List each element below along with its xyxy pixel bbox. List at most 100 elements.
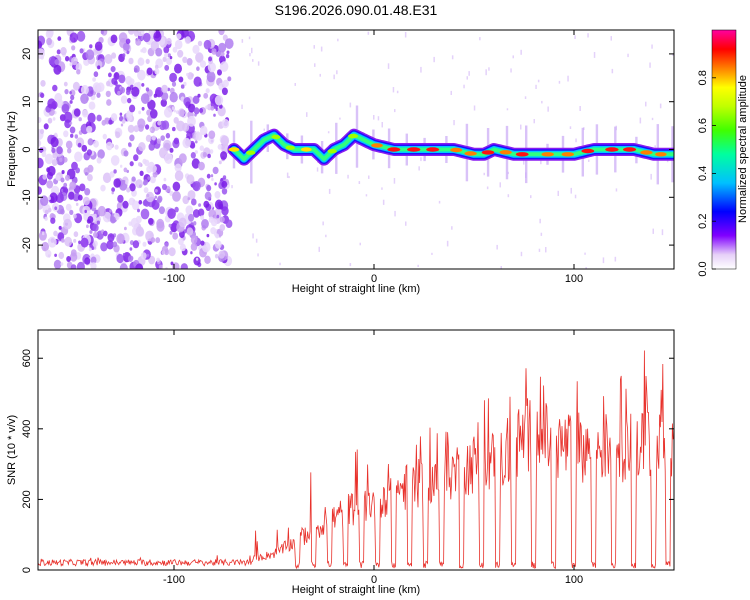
noise-streak: [333, 74, 335, 80]
noise-blob: [226, 50, 230, 55]
ridge-hotspot: [300, 147, 312, 152]
noise-blob: [197, 93, 201, 98]
noise-streak: [451, 226, 453, 230]
noise-blob: [73, 231, 79, 238]
noise-blob: [165, 132, 171, 139]
noise-blob: [47, 98, 56, 109]
noise-streak: [535, 84, 537, 89]
noise-streak: [545, 247, 547, 253]
colorbar-tick-label: 0.2: [697, 214, 709, 229]
noise-blob: [110, 216, 116, 224]
noise-blob: [152, 171, 158, 178]
noise-blob: [39, 147, 44, 153]
noise-streak: [500, 266, 502, 269]
noise-blob: [162, 183, 167, 191]
noise-blob: [62, 188, 66, 193]
noise-blob: [102, 133, 108, 140]
noise-blob: [138, 162, 142, 167]
noise-blob: [137, 57, 145, 66]
colorbar: 0.0 0.2 0.4 0.6 0.8 Normalized spectral ampl…: [697, 29, 749, 277]
noise-blob: [47, 117, 53, 124]
noise-blob: [118, 32, 128, 43]
noise-streak: [507, 194, 510, 198]
noise-blob: [54, 206, 58, 210]
noise-blob: [197, 208, 205, 217]
noise-blob: [218, 160, 222, 165]
noise-blob: [76, 30, 86, 42]
noise-blob: [80, 93, 89, 105]
noise-blob: [111, 77, 118, 85]
noise-streak: [249, 53, 251, 57]
noise-blob: [77, 142, 82, 148]
noise-blob: [74, 151, 83, 162]
noise-blob: [186, 227, 194, 236]
noise-blob: [93, 140, 99, 148]
noise-blob: [92, 77, 96, 82]
noise-blob: [214, 95, 224, 106]
noise-blob: [193, 256, 201, 266]
ridge-hotspot: [348, 133, 358, 139]
noise-blob: [38, 186, 42, 195]
noise-blob: [110, 34, 118, 44]
noise-blob: [129, 183, 136, 192]
noise-blob: [49, 192, 58, 203]
spectrogram-y-label: Frequency (Hz): [6, 111, 18, 187]
noise-blob: [193, 76, 202, 87]
noise-blob: [40, 92, 45, 98]
noise-blob: [149, 126, 155, 134]
noise-blob: [58, 225, 62, 230]
noise-blob: [128, 221, 132, 226]
noise-blob: [161, 84, 169, 94]
noise-blob: [122, 252, 126, 256]
noise-streak: [320, 46, 323, 52]
noise-blob: [52, 84, 58, 92]
noise-blob: [119, 115, 124, 122]
noise-blob: [125, 38, 131, 45]
noise-blob: [70, 264, 77, 269]
noise-blob: [214, 253, 219, 259]
noise-blob: [144, 159, 150, 167]
noise-blob: [206, 173, 211, 179]
noise-blob: [55, 174, 61, 181]
noise-blob: [60, 177, 65, 183]
noise-blob: [119, 263, 128, 269]
noise-blob: [130, 217, 139, 229]
noise-blob: [164, 52, 169, 58]
noise-blob: [46, 37, 52, 46]
noise-blob: [221, 180, 228, 189]
noise-blob: [133, 125, 140, 133]
noise-blob: [148, 217, 154, 225]
noise-blob: [199, 60, 207, 68]
noise-blob: [84, 209, 87, 214]
noise-streak: [506, 108, 509, 111]
noise-streak: [593, 52, 596, 58]
noise-blob: [142, 241, 147, 247]
noise-blob: [86, 224, 89, 229]
noise-blob: [141, 47, 147, 54]
spectrogram-noise-field: [38, 30, 674, 269]
noise-blob: [221, 118, 230, 129]
noise-streak: [392, 87, 395, 93]
noise-blob: [154, 195, 158, 199]
spectrogram-x-label: Height of straight line (km): [292, 283, 420, 295]
noise-blob: [108, 72, 112, 78]
noise-streak: [570, 187, 572, 194]
ridge-hotspot: [464, 151, 477, 156]
noise-blob: [61, 170, 65, 174]
noise-streak: [257, 253, 259, 257]
noise-blob: [194, 150, 198, 154]
noise-streak: [382, 199, 385, 205]
noise-blob: [63, 130, 69, 138]
noise-blob: [44, 153, 54, 165]
noise-blob: [174, 170, 184, 182]
noise-blob: [126, 114, 133, 122]
noise-blob: [143, 180, 147, 186]
noise-blob: [166, 37, 172, 45]
noise-blob: [129, 134, 135, 142]
noise-blob: [110, 155, 120, 166]
noise-blob: [110, 113, 118, 122]
noise-blob: [107, 233, 115, 242]
noise-blob: [106, 141, 113, 151]
noise-blob: [173, 137, 180, 145]
noise-blob: [82, 196, 90, 206]
